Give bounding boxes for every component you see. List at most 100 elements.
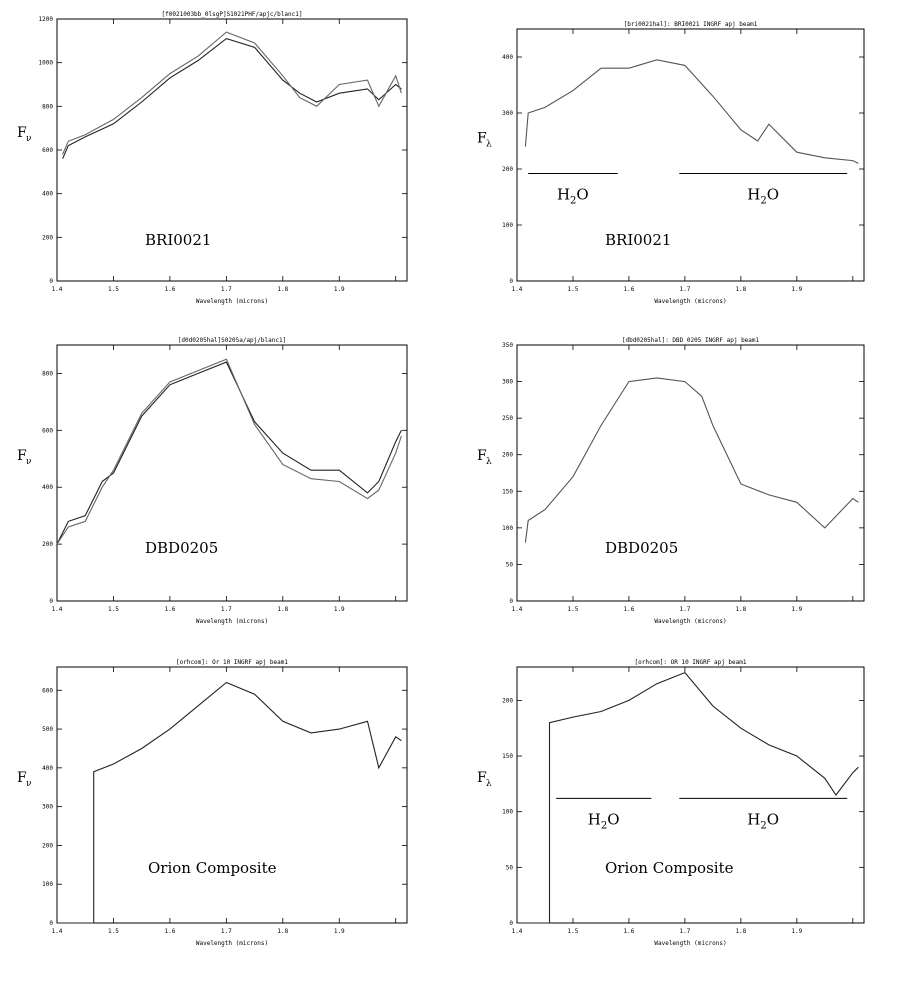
x-tick-label: 1.9 (334, 606, 345, 613)
x-tick-label: 1.8 (277, 606, 288, 613)
y-tick-label: 200 (502, 452, 513, 459)
y-tick-label: 1200 (39, 16, 54, 23)
spectrum-series-2 (56, 358, 402, 545)
chart-title: [bri0021hal]: BRI0021 INGRF apj beam1 (624, 21, 758, 28)
plot-frame (56, 344, 408, 602)
y-tick-label: 250 (502, 415, 513, 422)
x-axis-label: Wavelength (microns) (196, 298, 268, 305)
spectrum-series-1 (57, 681, 402, 924)
x-axis-label: Wavelength (microns) (654, 618, 726, 625)
object-label: BRI0021 (145, 231, 211, 249)
x-tick-label: 1.9 (334, 928, 345, 935)
y-tick-label: 350 (502, 342, 513, 349)
x-tick-label: 1.4 (52, 928, 63, 935)
chart-title: [d0d0205hal]S0205a/apj/blanc1] (178, 337, 286, 344)
x-tick-label: 1.6 (164, 606, 175, 613)
x-tick-label: 1.9 (791, 928, 802, 935)
y-tick-label: 100 (502, 525, 513, 532)
x-tick-label: 1.4 (512, 286, 523, 293)
y-tick-label: 200 (42, 541, 53, 548)
y-tick-label: 50 (506, 864, 514, 871)
x-tick-label: 1.8 (735, 286, 746, 293)
h2o-band-label: H2O (588, 810, 620, 831)
y-tick-label: 0 (49, 598, 53, 605)
x-tick-label: 1.4 (52, 286, 63, 293)
x-tick-label: 1.4 (52, 606, 63, 613)
h2o-subscript: 2 (601, 820, 607, 831)
plot-frame (516, 666, 865, 924)
y-axis-label: F (17, 125, 27, 141)
object-label: Orion Composite (148, 859, 277, 877)
y-tick-label: 400 (502, 54, 513, 61)
y-tick-label: 300 (502, 379, 513, 386)
y-tick-label: 0 (509, 278, 513, 285)
y-tick-label: 100 (502, 222, 513, 229)
spectrum-series-1 (524, 59, 859, 164)
chart-title: [orhcom]: Or 10 INGRF apj beam1 (176, 659, 288, 666)
x-tick-label: 1.6 (164, 286, 175, 293)
h2o-subscript: 2 (570, 195, 576, 206)
x-tick-label: 1.7 (221, 286, 232, 293)
plot-frame (56, 666, 408, 924)
y-tick-label: 300 (502, 110, 513, 117)
plot-frame (56, 18, 408, 282)
y-tick-label: 600 (42, 147, 53, 154)
x-tick-label: 1.7 (221, 928, 232, 935)
y-axis-label: F (477, 448, 487, 464)
x-tick-label: 1.5 (568, 928, 579, 935)
h2o-o: O (767, 185, 779, 203)
y-tick-label: 50 (506, 561, 514, 568)
h2o-band-label: H2O (557, 185, 589, 206)
y-tick-label: 200 (502, 697, 513, 704)
plot-frame (516, 28, 865, 282)
x-tick-label: 1.5 (108, 286, 119, 293)
y-tick-label: 400 (42, 484, 53, 491)
chart-panel-4: [dbd0205hal]: DBD 0205 INGRF apj beam1 1.… (477, 337, 865, 625)
x-tick-label: 1.9 (791, 286, 802, 293)
x-tick-label: 1.5 (108, 928, 119, 935)
x-tick-label: 1.7 (679, 928, 690, 935)
h2o-o: O (607, 810, 619, 828)
x-tick-label: 1.8 (735, 928, 746, 935)
y-tick-label: 0 (509, 920, 513, 927)
h2o-o: O (576, 185, 588, 203)
y-axis-label-sub: λ (486, 779, 492, 789)
y-tick-label: 300 (42, 804, 53, 811)
y-tick-label: 600 (42, 427, 53, 434)
x-tick-label: 1.5 (568, 606, 579, 613)
chart-title: [f0021003bb_0lsgP]S1021PHF/apjc/blanc1] (162, 11, 303, 18)
object-label: Orion Composite (605, 859, 734, 877)
y-tick-label: 0 (49, 920, 53, 927)
chart-title: [dbd0205hal]: DBD 0205 INGRF apj beam1 (622, 337, 760, 344)
object-label: DBD0205 (605, 539, 678, 557)
object-label: DBD0205 (145, 539, 218, 557)
y-tick-label: 0 (49, 278, 53, 285)
x-tick-label: 1.5 (108, 606, 119, 613)
y-axis-label: F (477, 130, 487, 146)
y-axis-label: F (17, 770, 27, 786)
y-tick-label: 800 (42, 103, 53, 110)
x-tick-label: 1.7 (679, 286, 690, 293)
x-tick-label: 1.6 (624, 286, 635, 293)
y-axis-label-sub: ν (26, 134, 31, 144)
y-tick-label: 0 (509, 598, 513, 605)
y-axis-label: F (17, 448, 27, 464)
spectrum-series-1 (56, 361, 402, 545)
spectrum-series-1 (524, 377, 859, 543)
chart-panel-5: [orhcom]: Or 10 INGRF apj beam1 1.4 1.5 1.6… (17, 659, 408, 947)
y-tick-label: 200 (42, 234, 53, 241)
x-tick-label: 1.4 (512, 928, 523, 935)
y-tick-label: 150 (502, 488, 513, 495)
x-tick-label: 1.8 (735, 606, 746, 613)
y-axis-label-sub: λ (486, 457, 492, 467)
chart-panel-3: [d0d0205hal]S0205a/apj/blanc1] 1.4 1.5 1.6 1… (17, 337, 408, 625)
y-tick-label: 100 (502, 809, 513, 816)
chart-panel-2: [bri0021hal]: BRI0021 INGRF apj beam1 1.4… (477, 21, 865, 305)
h2o-o: O (767, 810, 779, 828)
h2o-band-label: H2O (747, 185, 779, 206)
h2o-subscript: 2 (760, 820, 766, 831)
y-axis-label-sub: ν (26, 779, 31, 789)
spectrum-series-2 (62, 31, 402, 155)
x-tick-label: 1.4 (512, 606, 523, 613)
